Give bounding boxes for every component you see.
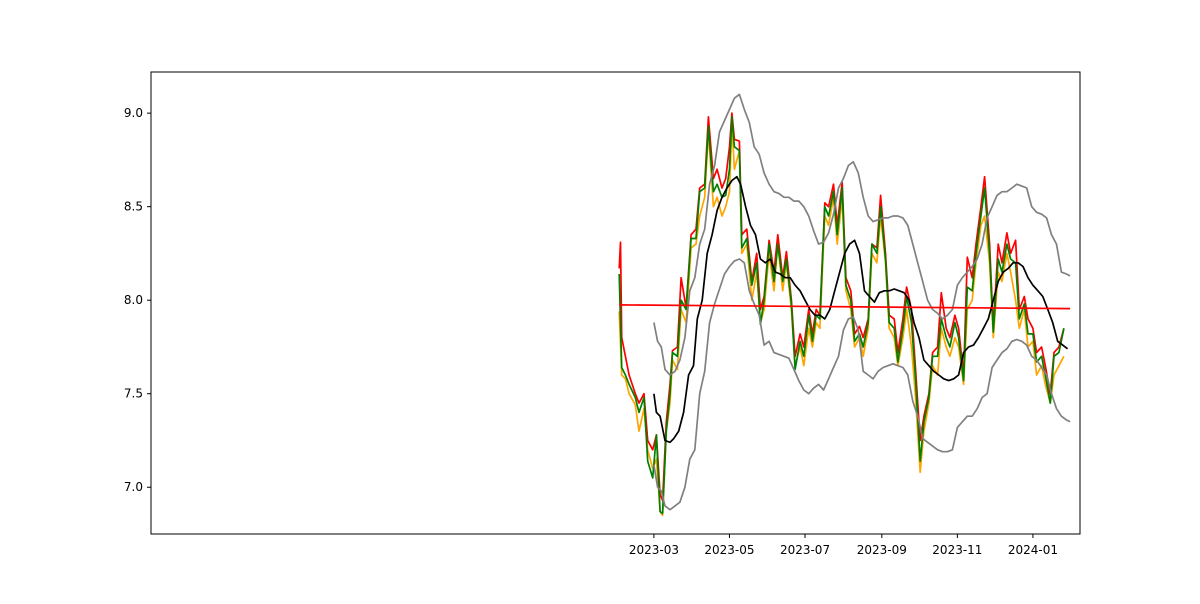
x-tick-label: 2024-01 (1008, 543, 1058, 557)
x-tick-label: 2023-09 (857, 543, 907, 557)
y-tick-label: 8.5 (124, 200, 143, 214)
series-line-7 (619, 304, 1071, 310)
series-line-5 (653, 93, 1071, 376)
x-tick-label: 2023-11 (932, 543, 982, 557)
series-line-6 (653, 258, 1071, 511)
y-axis: 7.0 7.5 8.0 8.5 9.0 (124, 106, 151, 494)
series-line-4 (653, 175, 1069, 444)
x-tick-label: 2023-03 (629, 543, 679, 557)
x-axis: 2023-03 2023-05 2023-07 2023-09 2023-11 2024-… (629, 534, 1058, 557)
series-layer (618, 93, 1071, 517)
x-tick-label: 2023-07 (780, 543, 830, 557)
y-tick-label: 7.5 (124, 387, 143, 401)
y-tick-label: 9.0 (124, 106, 143, 120)
x-tick-label: 2023-05 (704, 543, 754, 557)
y-tick-label: 7.0 (124, 480, 143, 494)
plot-frame (150, 71, 1081, 535)
y-tick-label: 8.0 (124, 293, 143, 307)
